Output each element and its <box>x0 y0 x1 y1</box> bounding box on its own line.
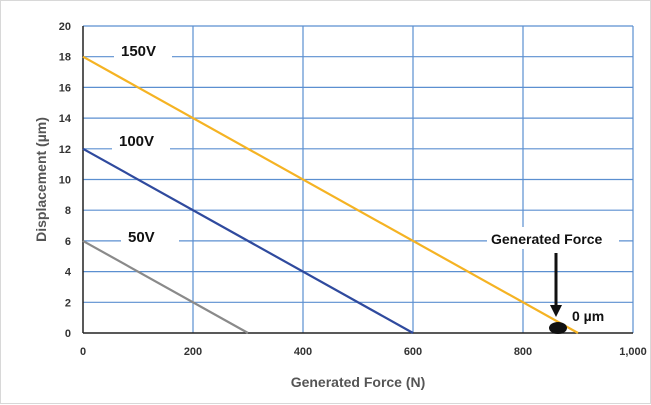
annotations: Generated Force 0 µm <box>487 227 619 334</box>
annotation-arrow-head <box>550 305 562 317</box>
x-tick-label: 200 <box>184 346 202 358</box>
annotation-bg <box>487 227 619 249</box>
x-tick-label: 1,000 <box>619 346 647 358</box>
y-tick-label: 2 <box>65 297 71 309</box>
series-label-bg <box>114 41 172 62</box>
zero-point-marker <box>549 322 567 334</box>
series-line-50v <box>82 239 249 334</box>
series-lines <box>82 55 579 334</box>
y-tick-label: 16 <box>59 82 71 94</box>
x-tick-label: 0 <box>80 346 86 358</box>
series-label-150v: 150V <box>121 43 156 60</box>
x-tick-label: 600 <box>404 346 422 358</box>
y-axis-title: Displacement (µm) <box>33 117 49 242</box>
y-tick-label: 12 <box>59 144 71 156</box>
y-tick-label: 4 <box>65 267 72 279</box>
x-axis-title: Generated Force (N) <box>291 374 426 390</box>
series-label-bg <box>121 227 179 248</box>
series-line-100v <box>82 147 414 334</box>
series-label-bg <box>112 131 170 152</box>
grid-lines <box>83 25 634 333</box>
generated-force-annotation: Generated Force <box>491 231 602 247</box>
y-tick-label: 8 <box>65 205 71 217</box>
x-tick-label: 400 <box>294 346 312 358</box>
axes <box>82 26 633 334</box>
y-tick-label: 6 <box>65 236 71 248</box>
series-line-150v <box>82 55 579 334</box>
zero-um-annotation: 0 µm <box>572 308 604 324</box>
y-tick-label: 14 <box>59 113 72 125</box>
y-tick-label: 0 <box>65 328 71 340</box>
x-tick-label: 800 <box>514 346 532 358</box>
series-labels: 150V 100V 50V <box>112 41 179 248</box>
y-tick-label: 20 <box>59 21 71 33</box>
y-tick-label: 18 <box>59 52 71 64</box>
series-label-100v: 100V <box>119 133 154 150</box>
y-tick-label: 10 <box>59 175 71 187</box>
series-label-50v: 50V <box>128 229 155 246</box>
